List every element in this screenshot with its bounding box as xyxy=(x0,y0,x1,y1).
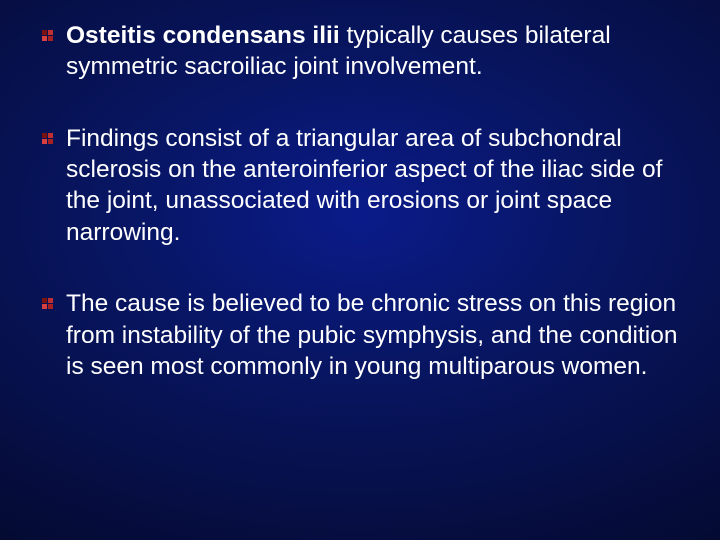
text-run: The cause is believed to be chronic stre… xyxy=(66,290,677,380)
text-run: Findings consist of a triangular area of… xyxy=(66,125,662,246)
text-run: Osteitis condensans ilii xyxy=(66,22,346,49)
bullet-item-1: Findings consist of a triangular area of… xyxy=(42,123,682,248)
bullet-item-0: Osteitis condensans ilii typically cause… xyxy=(42,20,682,83)
bullet-marker-icon xyxy=(42,298,55,311)
bullet-marker-icon xyxy=(42,30,55,43)
slide-content: Osteitis condensans ilii typically cause… xyxy=(42,20,682,422)
bullet-item-2: The cause is believed to be chronic stre… xyxy=(42,288,682,382)
bullet-marker-icon xyxy=(42,133,55,146)
